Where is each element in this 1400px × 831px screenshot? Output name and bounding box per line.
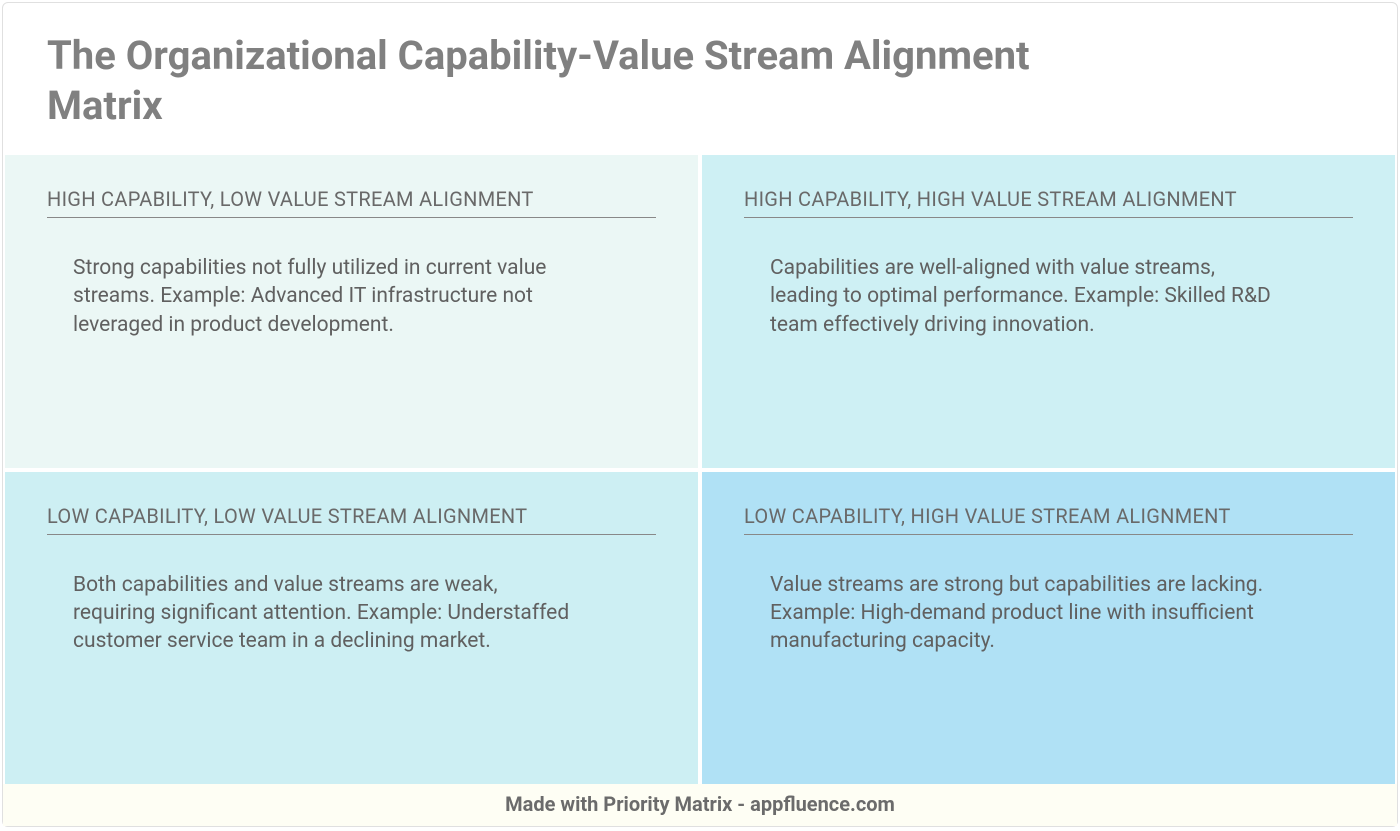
page-title: The Organizational Capability-Value Stre… [47,31,1097,131]
quadrant-top-right: HIGH CAPABILITY, HIGH VALUE STREAM ALIGN… [702,155,1395,468]
quadrant-bottom-right: LOW CAPABILITY, HIGH VALUE STREAM ALIGNM… [702,472,1395,785]
quadrant-bottom-left: LOW CAPABILITY, LOW VALUE STREAM ALIGNME… [5,472,698,785]
quadrant-body: Strong capabilities not fully utilized i… [47,254,607,339]
quadrant-body: Value streams are strong but capabilitie… [744,571,1304,656]
quadrant-title: LOW CAPABILITY, HIGH VALUE STREAM ALIGNM… [744,504,1353,535]
quadrant-top-left: HIGH CAPABILITY, LOW VALUE STREAM ALIGNM… [5,155,698,468]
quadrant-title: HIGH CAPABILITY, LOW VALUE STREAM ALIGNM… [47,187,656,218]
header: The Organizational Capability-Value Stre… [3,3,1397,155]
footer-attribution: Made with Priority Matrix - appfluence.c… [3,784,1397,826]
quadrant-title: HIGH CAPABILITY, HIGH VALUE STREAM ALIGN… [744,187,1353,218]
matrix-container: The Organizational Capability-Value Stre… [2,2,1398,827]
quadrant-matrix: HIGH CAPABILITY, LOW VALUE STREAM ALIGNM… [3,155,1397,784]
quadrant-body: Capabilities are well-aligned with value… [744,254,1304,339]
quadrant-title: LOW CAPABILITY, LOW VALUE STREAM ALIGNME… [47,504,656,535]
quadrant-body: Both capabilities and value streams are … [47,571,607,656]
